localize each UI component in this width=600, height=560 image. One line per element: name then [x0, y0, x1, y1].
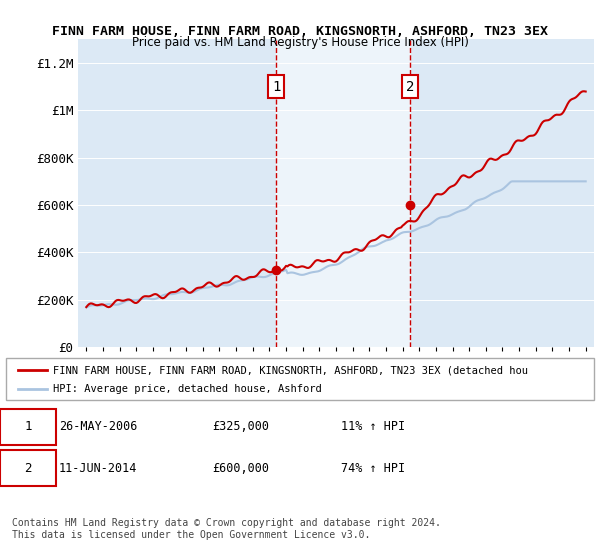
Text: 26-MAY-2006: 26-MAY-2006	[59, 421, 137, 433]
Text: 11-JUN-2014: 11-JUN-2014	[59, 462, 137, 475]
Text: HPI: Average price, detached house, Ashford: HPI: Average price, detached house, Ashf…	[53, 384, 322, 394]
Text: 1: 1	[24, 421, 32, 433]
FancyBboxPatch shape	[0, 409, 56, 445]
Text: £600,000: £600,000	[212, 462, 269, 475]
FancyBboxPatch shape	[6, 358, 594, 400]
Text: 1: 1	[272, 80, 280, 94]
Text: Price paid vs. HM Land Registry's House Price Index (HPI): Price paid vs. HM Land Registry's House …	[131, 36, 469, 49]
Bar	[276, 39, 410, 347]
Text: FINN FARM HOUSE, FINN FARM ROAD, KINGSNORTH, ASHFORD, TN23 3EX: FINN FARM HOUSE, FINN FARM ROAD, KINGSNO…	[52, 25, 548, 38]
Text: FINN FARM HOUSE, FINN FARM ROAD, KINGSNORTH, ASHFORD, TN23 3EX (detached hou: FINN FARM HOUSE, FINN FARM ROAD, KINGSNO…	[53, 365, 528, 375]
Text: 2: 2	[406, 80, 414, 94]
Text: 2: 2	[24, 462, 32, 475]
Text: Contains HM Land Registry data © Crown copyright and database right 2024.
This d: Contains HM Land Registry data © Crown c…	[12, 518, 441, 540]
Text: 11% ↑ HPI: 11% ↑ HPI	[341, 421, 405, 433]
FancyBboxPatch shape	[0, 450, 56, 487]
Text: £325,000: £325,000	[212, 421, 269, 433]
Text: 74% ↑ HPI: 74% ↑ HPI	[341, 462, 405, 475]
